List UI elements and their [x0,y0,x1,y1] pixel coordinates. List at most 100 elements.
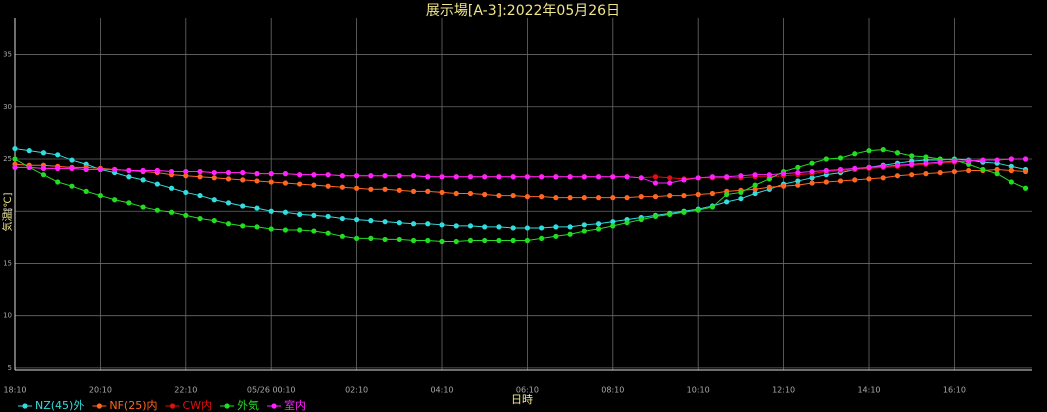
data-point [837,155,844,161]
y-tick-label: 15 [3,259,12,267]
data-point [40,165,47,172]
data-point [55,179,61,185]
data-point [510,174,516,180]
data-point [339,233,345,239]
data-point [254,178,260,184]
data-point [325,213,331,220]
data-point [55,165,61,172]
data-point [823,167,829,174]
data-point [40,150,47,156]
data-point [581,174,587,180]
data-point [681,209,687,215]
data-point [467,190,474,197]
data-point [866,164,872,170]
data-point [410,221,417,227]
data-point [354,235,360,241]
data-point [809,168,815,175]
data-point [966,158,972,164]
data-point [766,176,772,182]
data-point [410,173,417,179]
data-point [83,166,89,173]
data-point [510,225,516,231]
data-point [610,223,616,229]
data-point [482,224,488,230]
data-point [567,195,573,201]
data-point [681,192,687,199]
data-point [297,181,303,187]
data-point [781,171,787,177]
data-point [524,174,531,180]
data-point [311,212,317,219]
data-point [923,154,929,160]
data-point [140,204,146,210]
data-point [97,166,103,173]
legend-label: 外気 [237,398,259,412]
data-point [183,189,189,196]
x-axis-label: 日時 [511,393,533,406]
data-point [154,181,160,187]
data-point [937,159,943,165]
data-point [795,164,801,170]
data-point [453,223,459,229]
data-point [724,199,730,205]
data-point [410,237,417,244]
data-point [852,165,858,172]
x-tick-label: 10:10 [687,386,710,395]
data-point [26,148,32,154]
data-point [880,163,886,169]
y-tick-label: 35 [3,51,12,59]
data-point [610,174,616,180]
data-point [1022,168,1029,175]
data-point [951,168,958,175]
legend-marker [96,403,102,409]
data-point [937,169,943,176]
data-point [368,235,374,241]
data-point [382,173,388,179]
data-point [909,161,915,167]
data-point [1022,156,1029,162]
data-point [738,173,744,179]
x-tick-label: 20:10 [89,386,112,395]
data-point [439,222,445,228]
data-point [652,180,659,186]
data-point [354,173,360,179]
data-point [482,174,488,180]
data-point [439,238,445,245]
data-point [282,171,289,177]
legend-marker [224,403,230,409]
x-tick-label: 12:10 [772,386,795,395]
data-point [69,157,75,163]
data-point [311,172,317,178]
data-point [382,219,388,225]
data-point [866,176,872,182]
data-point [211,175,217,181]
y-axis-label: 気温[℃] [1,192,14,231]
data-point [467,237,474,244]
data-point [539,235,545,241]
data-point [240,203,246,209]
data-point [624,174,630,180]
data-point [197,215,203,222]
data-point [55,152,61,158]
data-point [254,171,260,177]
data-point [168,168,175,175]
data-point [667,211,673,217]
data-point [923,160,929,166]
data-point [809,175,815,181]
data-point [610,219,616,225]
y-tick-label: 30 [3,103,12,111]
data-point [311,182,317,188]
data-point [482,191,488,198]
data-point [880,147,886,153]
data-point [595,195,602,201]
legend-marker [169,403,176,409]
data-point [738,189,744,196]
data-point [40,172,47,178]
legend-label: CW内 [183,398,213,412]
data-point [140,167,146,174]
data-point [425,174,431,180]
series [12,156,1029,186]
x-tick-label: 05/26 00:10 [247,386,296,395]
data-point [539,225,545,231]
